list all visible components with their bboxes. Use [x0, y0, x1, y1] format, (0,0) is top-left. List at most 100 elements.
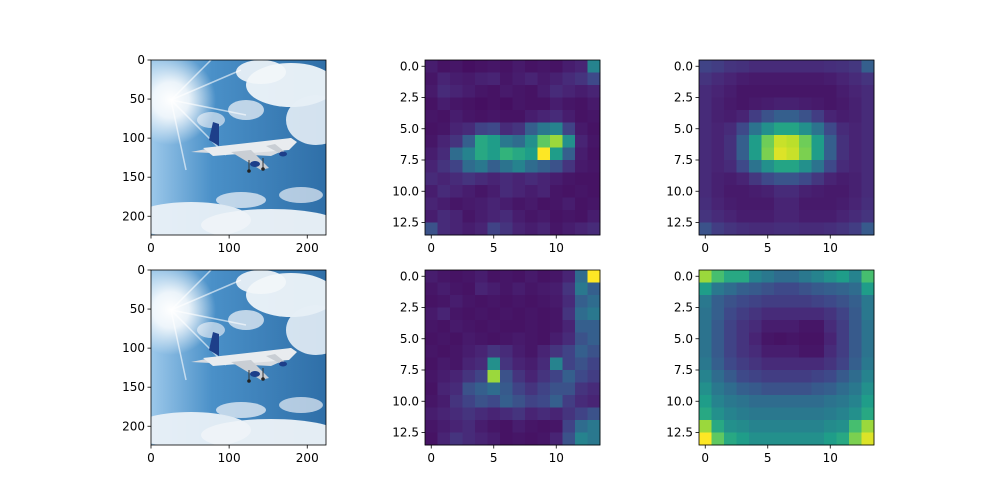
heatmap-cell	[525, 222, 538, 236]
heatmap-cell	[724, 60, 737, 73]
heatmap-cell	[537, 135, 551, 148]
heatmap-cell	[736, 345, 750, 358]
heatmap-cell	[861, 270, 875, 283]
heatmap-cell	[500, 222, 513, 236]
heatmap-cell	[849, 295, 862, 308]
heatmap-cell	[761, 432, 775, 446]
heatmap-cell	[786, 210, 800, 223]
heatmap-cell	[774, 282, 787, 296]
heatmap-cell	[437, 420, 451, 433]
heatmap-cell	[711, 407, 725, 421]
y-tick-label: 150	[122, 170, 145, 184]
heatmap-cell	[724, 110, 737, 123]
heatmap-cell	[736, 282, 750, 296]
heatmap-cell	[425, 172, 438, 186]
heatmap-cell	[575, 122, 588, 136]
heatmap-cell	[824, 345, 837, 358]
heatmap-cell	[425, 210, 438, 223]
heatmap-cell	[550, 185, 563, 198]
heatmap-cell	[824, 420, 837, 433]
heatmap-cell	[512, 432, 526, 446]
heatmap-cell	[537, 307, 551, 321]
heatmap-cell	[749, 210, 762, 223]
heatmap-cell	[724, 432, 737, 446]
heatmap-cell	[749, 420, 762, 433]
heatmap-cell	[836, 72, 850, 86]
heatmap-cell	[774, 432, 787, 446]
heatmap-cell	[761, 282, 775, 296]
heatmap-cell	[811, 395, 825, 408]
heatmap-cell	[450, 432, 463, 446]
heatmap-cell	[761, 395, 775, 408]
heatmap-cell	[799, 407, 812, 421]
y-tick-label: 100	[122, 131, 145, 145]
y-tick-label: 10.0	[666, 394, 693, 408]
heatmap-cell	[425, 395, 438, 408]
heatmap-cell	[512, 407, 526, 421]
heatmap-cell	[799, 222, 812, 236]
heatmap-cell	[811, 420, 825, 433]
heatmap-cell	[425, 85, 438, 98]
heatmap-cell	[786, 122, 800, 136]
heatmap-cell	[525, 122, 538, 136]
heatmap-cell	[699, 122, 712, 136]
heatmap-cell	[724, 72, 737, 86]
heatmap-cell	[425, 135, 438, 148]
heatmap-cell	[749, 282, 762, 296]
heatmap-cell	[587, 60, 601, 73]
heatmap-cell	[487, 135, 501, 148]
heatmap-cell	[537, 85, 551, 98]
heatmap-cell	[537, 345, 551, 358]
heatmap-cell	[462, 147, 476, 161]
heatmap-cell	[811, 85, 825, 98]
heatmap-cell	[724, 395, 737, 408]
x-tick-label: 100	[218, 241, 241, 255]
heatmap-cell	[437, 222, 451, 236]
heatmap-cell	[450, 60, 463, 73]
heatmap-cell	[786, 72, 800, 86]
heatmap-cell	[525, 160, 538, 173]
heatmap-cell	[487, 172, 501, 186]
heatmap-cell	[525, 407, 538, 421]
heatmap-cell	[475, 357, 488, 371]
heatmap-cell	[761, 72, 775, 86]
heatmap-cell	[699, 210, 712, 223]
heatmap-cell	[761, 210, 775, 223]
heatmap-cell	[799, 357, 812, 371]
heatmap-cell	[562, 395, 576, 408]
heatmap-cell	[799, 307, 812, 321]
heatmap-cell	[587, 332, 601, 346]
heatmap-cell	[786, 185, 800, 198]
heatmap-cell	[462, 210, 476, 223]
heatmap-cell	[811, 357, 825, 371]
heatmap-cell	[861, 60, 875, 73]
heatmap-cell	[575, 332, 588, 346]
heatmap-cell	[562, 210, 576, 223]
heatmap-cell	[437, 345, 451, 358]
heatmap-cell	[861, 370, 875, 383]
heatmap-cell	[462, 185, 476, 198]
heatmap-cell	[525, 147, 538, 161]
y-tick-label: 7.5	[674, 363, 693, 377]
heatmap-cell	[711, 432, 725, 446]
heatmap-cell	[462, 85, 476, 98]
heatmap-cell	[799, 197, 812, 211]
heatmap-cell	[824, 85, 837, 98]
heatmap-cell	[550, 345, 563, 358]
heatmap-cell	[437, 295, 451, 308]
heatmap-cell	[450, 122, 463, 136]
heatmap-cell	[774, 197, 787, 211]
heatmap-cell	[761, 345, 775, 358]
heatmap-cell	[749, 185, 762, 198]
heatmap-cell	[836, 332, 850, 346]
heatmap-cell	[861, 357, 875, 371]
y-tick-label: 100	[122, 341, 145, 355]
heatmap-cell	[537, 72, 551, 86]
heatmap-cell	[711, 320, 725, 333]
heatmap-cell	[836, 60, 850, 73]
heatmap-cell	[562, 295, 576, 308]
heatmap-cell	[786, 222, 800, 236]
heatmap-cell	[587, 135, 601, 148]
heatmap-cell	[724, 122, 737, 136]
heatmap-cell	[437, 85, 451, 98]
